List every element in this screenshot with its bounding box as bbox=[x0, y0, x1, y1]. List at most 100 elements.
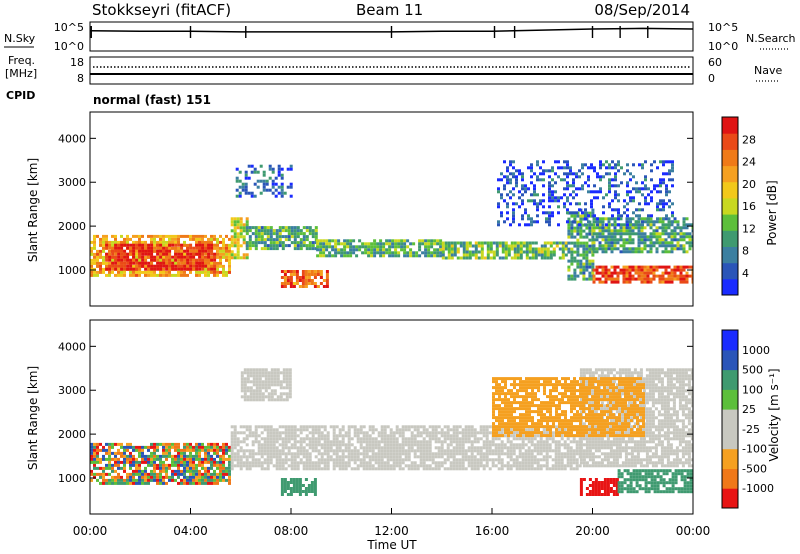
velocity-cell bbox=[236, 443, 240, 447]
velocity-cell bbox=[141, 469, 144, 473]
power-cell bbox=[204, 273, 207, 277]
power-cell bbox=[343, 248, 347, 252]
power-cell bbox=[613, 223, 617, 227]
power-cell bbox=[563, 187, 566, 191]
velocity-cell bbox=[533, 455, 537, 459]
power-cell bbox=[135, 243, 139, 247]
power-cell bbox=[242, 223, 246, 227]
power-cell bbox=[235, 194, 239, 198]
velocity-cell bbox=[258, 374, 262, 378]
power-cell bbox=[263, 244, 267, 248]
power-cell bbox=[186, 246, 190, 250]
velocity-cell bbox=[159, 442, 162, 446]
velocity-cell bbox=[398, 446, 402, 450]
power-cell bbox=[298, 285, 302, 288]
velocity-cell bbox=[111, 451, 114, 455]
power-cell bbox=[676, 265, 680, 269]
velocity-cell bbox=[569, 446, 573, 450]
power-cell bbox=[528, 244, 532, 248]
velocity-cell bbox=[257, 461, 261, 465]
velocity-cell bbox=[288, 392, 292, 396]
power-cell bbox=[588, 271, 592, 275]
power-cell bbox=[661, 223, 665, 227]
velocity-cell bbox=[219, 469, 222, 473]
power-cell bbox=[617, 223, 620, 227]
velocity-cell bbox=[305, 428, 309, 432]
velocity-cell bbox=[482, 455, 486, 459]
power-cell bbox=[582, 229, 586, 233]
velocity-cell bbox=[189, 454, 192, 458]
power-cell bbox=[271, 179, 275, 183]
velocity-cell bbox=[452, 425, 456, 429]
power-cell bbox=[534, 241, 538, 245]
velocity-cell bbox=[600, 407, 604, 411]
velocity-cell bbox=[317, 452, 321, 456]
velocity-cell bbox=[195, 466, 198, 470]
power-cell bbox=[682, 250, 686, 254]
velocity-cell bbox=[279, 380, 283, 384]
velocity-cell bbox=[371, 443, 375, 447]
velocity-cell bbox=[171, 472, 174, 476]
power-cell bbox=[625, 271, 629, 275]
power-cell bbox=[598, 244, 602, 248]
power-cell bbox=[557, 205, 560, 209]
power-cell bbox=[498, 244, 502, 248]
velocity-cell bbox=[479, 461, 483, 465]
velocity-cell bbox=[545, 455, 549, 459]
velocity-cell bbox=[527, 440, 531, 444]
velocity-cell bbox=[284, 461, 288, 465]
power-cell bbox=[662, 208, 665, 212]
power-cell bbox=[676, 268, 680, 272]
velocity-cell bbox=[386, 440, 390, 444]
power-cell bbox=[576, 250, 580, 254]
power-cell bbox=[613, 280, 617, 284]
velocity-cell bbox=[285, 386, 289, 390]
velocity-cell bbox=[257, 452, 261, 456]
velocity-cell bbox=[383, 467, 387, 471]
power-cell bbox=[671, 163, 674, 167]
power-cell bbox=[579, 214, 583, 218]
velocity-cell bbox=[314, 443, 318, 447]
power-cell bbox=[304, 285, 308, 288]
velocity-cell bbox=[506, 452, 510, 456]
power-cell bbox=[361, 242, 365, 246]
power-cell bbox=[691, 277, 693, 281]
velocity-cell bbox=[359, 452, 363, 456]
velocity-cell bbox=[356, 431, 360, 435]
velocity-cell bbox=[473, 428, 477, 432]
power-cell bbox=[165, 246, 169, 250]
power-cell bbox=[673, 247, 677, 251]
velocity-heatmap bbox=[90, 368, 693, 496]
velocity-cell bbox=[141, 451, 144, 455]
velocity-cell bbox=[392, 461, 396, 465]
velocity-cell bbox=[213, 457, 216, 461]
power-cell bbox=[471, 253, 475, 257]
velocity-cell bbox=[407, 455, 411, 459]
velocity-cell bbox=[186, 463, 189, 467]
power-cell bbox=[665, 193, 668, 197]
power-panel-frame bbox=[89, 111, 694, 307]
power-cell bbox=[619, 217, 623, 221]
power-cell bbox=[638, 187, 641, 191]
velocity-cell bbox=[147, 454, 150, 458]
velocity-cell bbox=[461, 437, 465, 441]
power-cell bbox=[280, 285, 284, 288]
power-cell bbox=[141, 255, 145, 259]
velocity-cell bbox=[365, 461, 369, 465]
velocity-cell bbox=[422, 425, 426, 429]
power-cell bbox=[497, 187, 500, 191]
power-cell bbox=[316, 248, 320, 252]
power-cell bbox=[512, 220, 515, 224]
power-cell bbox=[198, 240, 201, 244]
power-cell bbox=[509, 172, 512, 176]
velocity-cell bbox=[314, 455, 318, 459]
power-cell bbox=[585, 277, 589, 281]
velocity-cell bbox=[452, 428, 456, 432]
velocity-cell bbox=[395, 452, 399, 456]
velocity-cell bbox=[434, 464, 438, 468]
power-cell bbox=[691, 241, 693, 245]
power-cell bbox=[628, 271, 632, 275]
power-cell bbox=[608, 184, 611, 188]
power-cell bbox=[584, 217, 587, 221]
velocity-cell bbox=[230, 425, 234, 429]
